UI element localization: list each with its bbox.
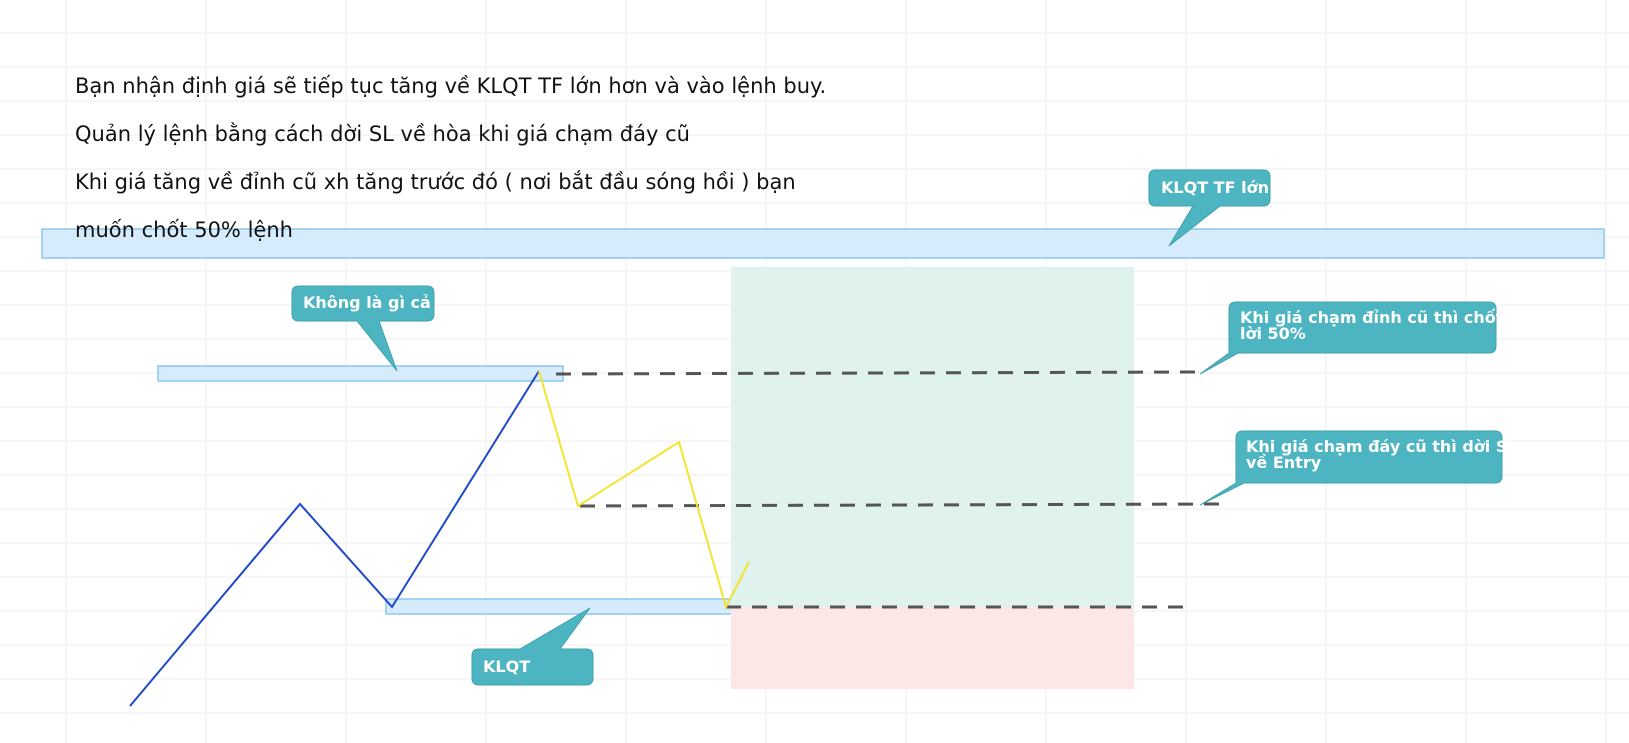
svg-text:Khi giá chạm đỉnh cũ thì chốt: Khi giá chạm đỉnh cũ thì chốt lời 50%: [1240, 308, 1509, 343]
callout-chot-loi-line-1: Khi giá chạm đỉnh cũ thì chốt: [1240, 308, 1504, 327]
callout-klqt: KLQT: [471, 607, 594, 686]
note-line-1: Bạn nhận định giá sẽ tiếp tục tăng về KL…: [75, 74, 827, 98]
callout-doi-sl: Khi giá chạm đáy cũ thì dời SL về Entry: [1199, 430, 1523, 506]
callout-klqt-shape: [471, 607, 594, 686]
svg-text:KLQT: KLQT: [483, 657, 530, 676]
callout-khong-la-gi-ca: Không là gì cả: [291, 285, 435, 372]
trading-plan-note: Bạn nhận định giá sẽ tiếp tục tăng về KL…: [75, 50, 826, 266]
callout-chot-loi-line-2: lời 50%: [1240, 324, 1306, 343]
note-line-3: Khi giá tăng về đỉnh cũ xh tăng trước đó…: [75, 170, 796, 194]
callout-chot-loi-shape: [1199, 301, 1497, 375]
breakeven-trigger-level: [579, 502, 1223, 508]
svg-text:KLQT TF lớn: KLQT TF lớn: [1161, 178, 1269, 197]
callout-khong-la-gi-ca-shape: [291, 285, 435, 372]
callout-klqt-line-1: KLQT: [483, 657, 530, 676]
previous-high-zone: [157, 365, 564, 382]
impulse-wave: [129, 370, 540, 707]
note-line-4: muốn chốt 50% lệnh: [75, 218, 293, 242]
svg-text:Khi giá chạm đáy cũ thì dời SL: Khi giá chạm đáy cũ thì dời SL về Entry: [1246, 437, 1523, 472]
callout-khong-la-gi-ca-line-1: Không là gì cả: [303, 293, 431, 312]
callout-klqt-tf-lon-line-1: KLQT TF lớn: [1161, 178, 1269, 197]
klqt-tf-lon-zone: [41, 228, 1605, 259]
callout-doi-sl-line-2: về Entry: [1246, 453, 1322, 472]
callout-klqt-tf-lon-shape: [1148, 169, 1271, 247]
callout-doi-sl-line-1: Khi giá chạm đáy cũ thì dời SL: [1246, 437, 1518, 456]
loss-area: [731, 607, 1134, 689]
note-line-2: Quản lý lệnh bằng cách dời SL về hòa khi…: [75, 122, 690, 146]
take-profit-50-level: [555, 370, 1201, 376]
svg-text:Không là gì cả: Không là gì cả: [303, 293, 431, 312]
callout-chot-loi: Khi giá chạm đỉnh cũ thì chốt lời 50%: [1199, 301, 1509, 375]
callout-doi-sl-shape: [1199, 430, 1503, 506]
pullback-wave: [538, 370, 750, 610]
callout-klqt-tf-lon: KLQT TF lớn: [1148, 169, 1271, 247]
profit-area: [731, 267, 1134, 607]
